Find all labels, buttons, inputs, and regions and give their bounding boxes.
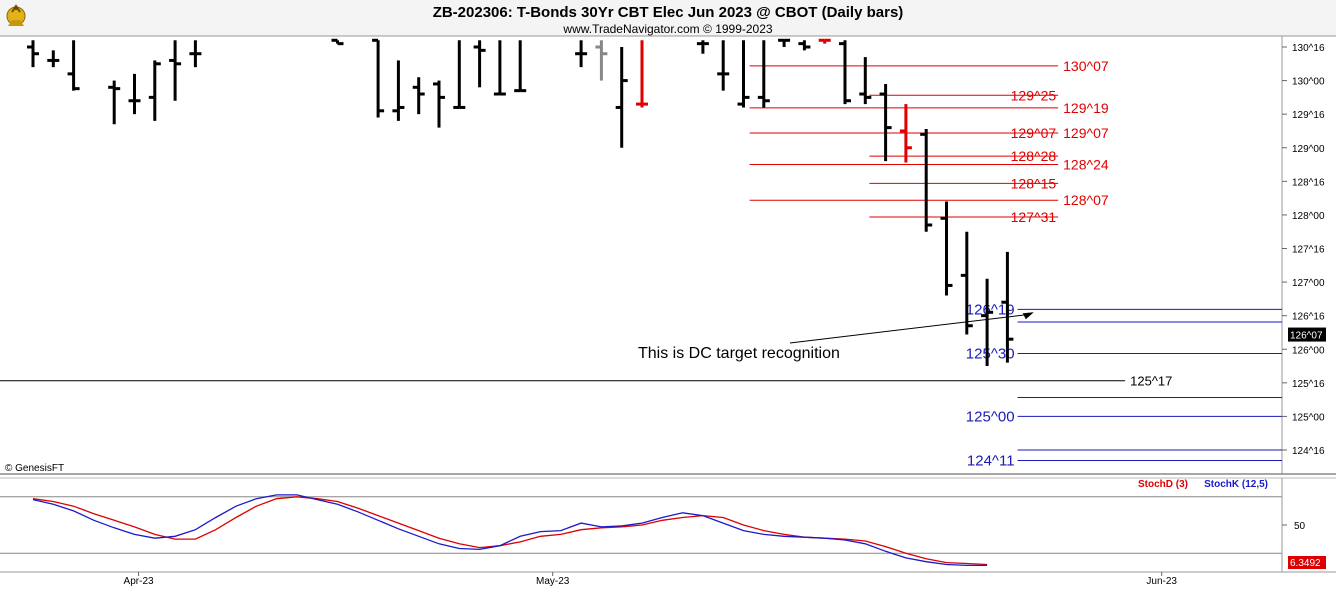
last-price-marker bbox=[1288, 327, 1326, 342]
level-label: 129^07 bbox=[1011, 125, 1057, 141]
price-bar bbox=[514, 40, 527, 93]
level-label: 128^24 bbox=[1063, 157, 1109, 173]
price-axis-label: 130^16 bbox=[1292, 43, 1325, 54]
price-bar bbox=[798, 40, 811, 51]
price-bar bbox=[595, 40, 608, 81]
level-label: 128^15 bbox=[1011, 175, 1057, 191]
chart-title: ZB-202306: T-Bonds 30Yr CBT Elec Jun 202… bbox=[433, 4, 904, 21]
time-axis-label: Apr-23 bbox=[124, 576, 154, 587]
price-y-axis: 130^16 130^00 129^16 129^00 128^16 128^00 127^… bbox=[1282, 43, 1326, 457]
price-bar bbox=[960, 231, 973, 335]
price-axis-label: 127^16 bbox=[1292, 245, 1325, 256]
price-bar bbox=[940, 201, 953, 296]
price-bar bbox=[778, 38, 791, 47]
level-label: 125^30 bbox=[966, 345, 1015, 362]
stoch-legend-k: StochK (12,5) bbox=[1204, 479, 1268, 490]
trader-figure-logo-icon bbox=[6, 4, 26, 26]
price-bar bbox=[839, 40, 851, 105]
price-axis-label: 125^00 bbox=[1292, 412, 1325, 423]
price-bar bbox=[879, 83, 892, 162]
time-x-axis: Apr-23 May-23 Jun-23 bbox=[124, 572, 1177, 587]
price-bar bbox=[737, 40, 750, 108]
price-bar bbox=[412, 77, 425, 115]
time-axis-label: May-23 bbox=[536, 576, 570, 587]
price-bar bbox=[757, 40, 770, 108]
price-axis-label: 124^16 bbox=[1292, 446, 1325, 457]
title-bar bbox=[0, 0, 1336, 36]
annotation-text: This is DC target recognition bbox=[638, 345, 840, 362]
price-bar bbox=[981, 278, 994, 367]
price-bar bbox=[615, 47, 628, 148]
price-bar bbox=[67, 40, 80, 91]
price-axis-label: 128^16 bbox=[1292, 177, 1325, 188]
price-bar bbox=[899, 104, 912, 163]
price-bar bbox=[717, 40, 730, 91]
price-bar bbox=[433, 80, 445, 128]
stoch-value-marker bbox=[1288, 556, 1326, 569]
last-price-label: 126^07 bbox=[1290, 331, 1323, 342]
price-bar bbox=[331, 38, 344, 46]
time-axis-label: Jun-23 bbox=[1146, 576, 1177, 587]
annotation-arrow-head bbox=[1022, 312, 1034, 320]
price-bar bbox=[1001, 251, 1014, 363]
level-lines: 130^07 129^25 129^19 129^07 129^07 128^28 128^… bbox=[0, 58, 1282, 469]
level-label: 125^17 bbox=[1130, 374, 1172, 389]
annotation-arrow-line bbox=[789, 313, 1030, 344]
price-axis-label: 126^16 bbox=[1292, 312, 1325, 323]
stoch-legend-d: StochD (3) bbox=[1138, 479, 1188, 490]
price-bar bbox=[818, 38, 831, 44]
price-bar bbox=[47, 50, 60, 68]
price-bar bbox=[696, 40, 709, 54]
price-bar bbox=[453, 40, 466, 109]
annotation-group: This is DC target recognition bbox=[638, 312, 1034, 362]
price-bar bbox=[169, 40, 182, 101]
level-label: 129^25 bbox=[1011, 87, 1057, 103]
stoch-lines bbox=[32, 494, 988, 567]
level-label: 124^11 bbox=[967, 452, 1015, 469]
level-label: 130^07 bbox=[1063, 58, 1109, 74]
price-bars bbox=[27, 38, 1014, 367]
price-axis-label: 129^16 bbox=[1292, 110, 1325, 121]
price-bar bbox=[392, 60, 405, 121]
level-label: 129^07 bbox=[1063, 125, 1109, 141]
level-label: 125^00 bbox=[966, 408, 1015, 425]
chart-subtitle: www.TradeNavigator.com © 1999-2023 bbox=[562, 22, 772, 36]
stochastic-panel: 50 StochD (3) StochK (12,5) 6.3492 bbox=[0, 479, 1326, 569]
price-bar bbox=[920, 128, 933, 232]
price-axis-label: 125^16 bbox=[1292, 379, 1325, 390]
level-label: 128^28 bbox=[1011, 148, 1057, 164]
price-bar bbox=[575, 40, 588, 68]
level-label: 126^19 bbox=[966, 301, 1015, 318]
price-bar bbox=[128, 73, 141, 115]
price-bar bbox=[148, 60, 161, 121]
stoch-value-label: 6.3492 bbox=[1290, 558, 1321, 569]
price-axis-label: 129^00 bbox=[1292, 144, 1325, 155]
price-bar bbox=[473, 40, 486, 88]
price-axis-label: 130^00 bbox=[1292, 77, 1325, 88]
level-label: 127^31 bbox=[1011, 209, 1057, 225]
price-bar bbox=[372, 38, 385, 118]
stoch-series-line bbox=[32, 494, 988, 567]
price-bar bbox=[189, 40, 202, 68]
level-label: 128^07 bbox=[1063, 192, 1109, 208]
price-axis-label: 127^00 bbox=[1292, 278, 1325, 289]
price-bar bbox=[493, 40, 506, 96]
price-bar bbox=[108, 80, 121, 125]
genesis-watermark: © GenesisFT bbox=[5, 463, 64, 474]
price-axis-label: 128^00 bbox=[1292, 211, 1325, 222]
price-bar bbox=[27, 40, 39, 68]
price-bar bbox=[636, 40, 648, 108]
price-axis-label: 126^00 bbox=[1292, 345, 1325, 356]
price-bar bbox=[859, 57, 872, 105]
level-label: 129^19 bbox=[1063, 100, 1109, 116]
stoch-axis-label: 50 bbox=[1294, 521, 1306, 532]
